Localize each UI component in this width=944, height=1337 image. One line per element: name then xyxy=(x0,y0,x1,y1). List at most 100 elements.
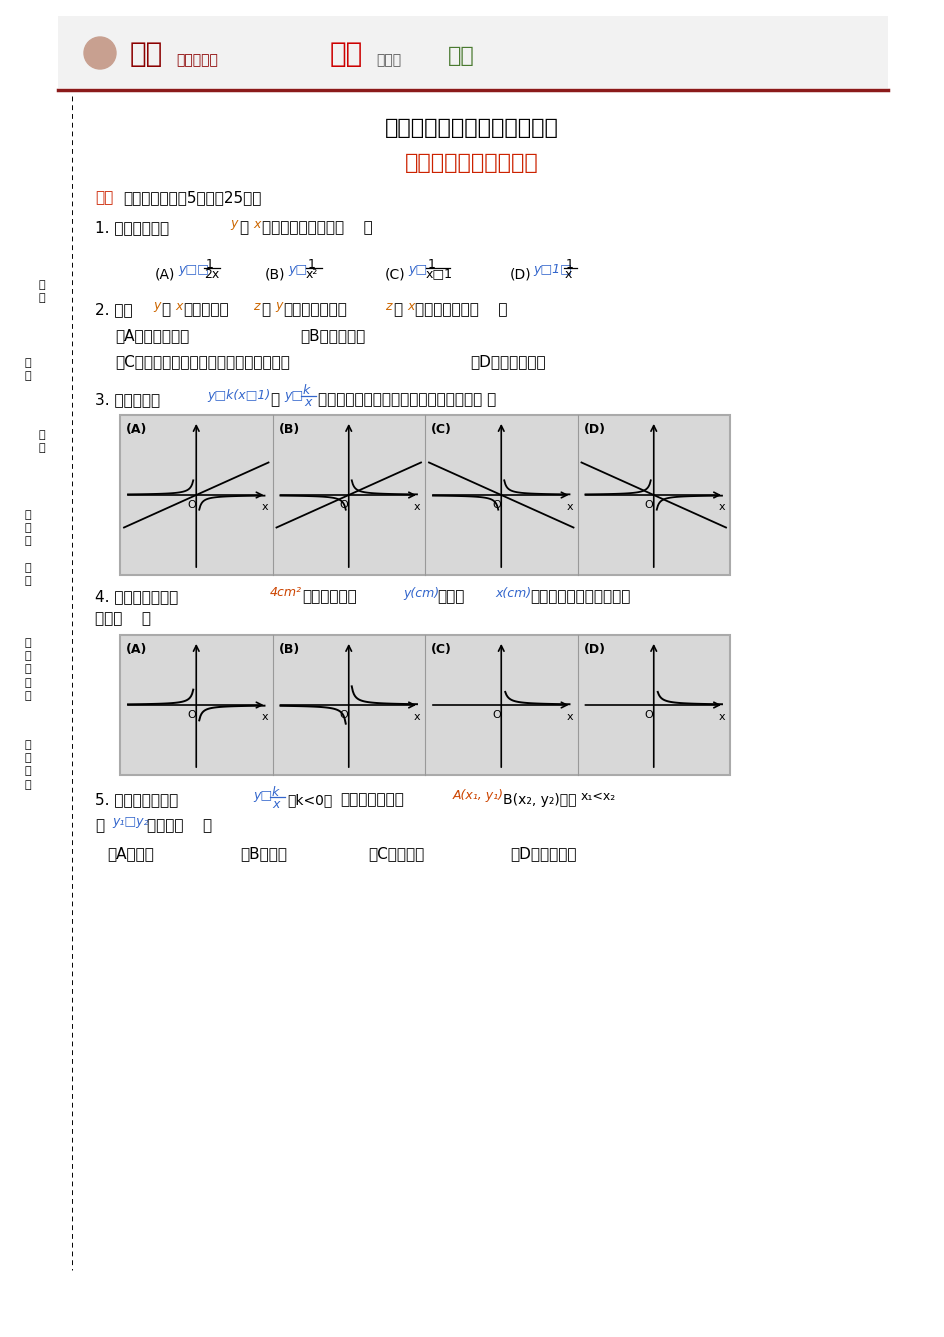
FancyBboxPatch shape xyxy=(120,635,729,775)
Text: x: x xyxy=(272,797,279,810)
Text: 5. 已知反比例函数: 5. 已知反比例函数 xyxy=(95,793,178,808)
Text: 号
编: 号 编 xyxy=(39,279,45,303)
Text: 八年级数学下册精品同步练习: 八年级数学下册精品同步练习 xyxy=(384,118,558,138)
Text: x: x xyxy=(565,713,572,722)
Text: O: O xyxy=(187,710,195,721)
Text: x: x xyxy=(718,713,725,722)
Text: 与: 与 xyxy=(393,302,402,317)
Text: （A）成正比例，: （A）成正比例， xyxy=(115,329,189,344)
Text: (D): (D) xyxy=(510,267,531,282)
Text: k: k xyxy=(272,786,279,798)
Text: (A): (A) xyxy=(126,643,147,655)
Text: 3. 如图，函数: 3. 如图，函数 xyxy=(95,393,160,408)
Text: 1. 下列函数中，: 1. 下列函数中， xyxy=(95,221,169,235)
Text: 级
班: 级 班 xyxy=(25,358,31,381)
Text: O: O xyxy=(492,710,500,721)
Circle shape xyxy=(84,37,116,70)
Text: 1: 1 xyxy=(428,258,435,270)
Text: （C）非正数: （C）非正数 xyxy=(367,846,424,861)
Text: x: x xyxy=(718,501,725,512)
Text: y□: y□ xyxy=(253,790,272,802)
Text: 成反比例，那么: 成反比例，那么 xyxy=(282,302,346,317)
Text: (D): (D) xyxy=(582,422,605,436)
Text: x: x xyxy=(413,501,420,512)
Text: 2x: 2x xyxy=(204,267,219,281)
Text: z: z xyxy=(253,299,260,313)
Text: 一、: 一、 xyxy=(95,190,113,206)
Text: （B）负数: （B）负数 xyxy=(240,846,287,861)
Text: 与: 与 xyxy=(160,302,170,317)
Text: (B): (B) xyxy=(264,267,285,282)
Text: O: O xyxy=(187,500,195,509)
Text: z: z xyxy=(384,299,391,313)
Text: x: x xyxy=(175,299,182,313)
Text: 反比例函数单元测试题: 反比例函数单元测试题 xyxy=(405,152,538,172)
Text: （k<0）: （k<0） xyxy=(287,793,332,808)
Text: x: x xyxy=(407,299,413,313)
Text: x₁<x₂: x₁<x₂ xyxy=(581,790,615,802)
Text: y□1□: y□1□ xyxy=(532,263,571,277)
Text: y□k(x□1): y□k(x□1) xyxy=(207,389,270,402)
Text: x: x xyxy=(565,267,572,281)
Text: x: x xyxy=(253,218,261,230)
Text: （B）成反比例: （B）成反比例 xyxy=(299,329,365,344)
Text: 则: 则 xyxy=(95,818,104,833)
Text: y□: y□ xyxy=(408,263,427,277)
Text: y: y xyxy=(275,299,282,313)
Text: 之间的函数关系图象大致: 之间的函数关系图象大致 xyxy=(530,590,630,604)
Text: 班
～
（

二
初: 班 ～ （ 二 初 xyxy=(25,509,31,586)
Text: (C): (C) xyxy=(384,267,405,282)
Text: 在同一坐标系中，图象只能是下图中的（ ）: 在同一坐标系中，图象只能是下图中的（ ） xyxy=(318,393,496,408)
Text: x: x xyxy=(261,501,268,512)
Text: 1: 1 xyxy=(308,258,315,270)
Text: x: x xyxy=(565,501,572,512)
Text: y: y xyxy=(229,218,237,230)
Text: O: O xyxy=(644,500,653,509)
Text: 与底边: 与底边 xyxy=(436,590,464,604)
Text: B(x₂, y₂)，且: B(x₂, y₂)，且 xyxy=(502,793,576,808)
Text: 4cm²: 4cm² xyxy=(270,587,302,599)
Text: (C): (C) xyxy=(430,643,451,655)
Text: A(x₁, y₁): A(x₁, y₁) xyxy=(452,790,503,802)
Text: 铺
陂
级
阶: 铺 陂 级 阶 xyxy=(25,739,31,790)
Text: 的图象上有两点: 的图象上有两点 xyxy=(340,793,403,808)
Text: y: y xyxy=(153,299,160,313)
Text: 选择题（每小题5分，共25分）: 选择题（每小题5分，共25分） xyxy=(123,190,261,206)
Text: k: k xyxy=(303,385,310,397)
Text: O: O xyxy=(340,500,348,509)
Text: 与: 与 xyxy=(261,302,270,317)
Text: 1: 1 xyxy=(206,258,213,270)
Text: 的值是（    ）: 的值是（ ） xyxy=(147,818,211,833)
Text: O: O xyxy=(644,710,653,721)
Text: 书屋: 书屋 xyxy=(447,45,474,66)
Text: (B): (B) xyxy=(278,422,299,436)
Text: 学
中
第
七
级: 学 中 第 七 级 xyxy=(25,638,31,701)
Text: O: O xyxy=(340,710,348,721)
Text: 4. 三角形的面积为: 4. 三角形的面积为 xyxy=(95,590,178,604)
Text: x²: x² xyxy=(306,267,318,281)
FancyBboxPatch shape xyxy=(58,16,887,88)
Text: x: x xyxy=(413,713,420,722)
Text: y(cm): y(cm) xyxy=(402,587,439,599)
Text: 应为（    ）: 应为（ ） xyxy=(95,611,151,627)
FancyBboxPatch shape xyxy=(120,414,729,575)
Text: 名
姓: 名 姓 xyxy=(39,431,45,453)
Text: x□1: x□1 xyxy=(426,267,452,281)
Text: y□: y□ xyxy=(288,263,307,277)
Text: （C）有可能成正比例，也有可能是反比例: （C）有可能成正比例，也有可能是反比例 xyxy=(115,354,290,369)
Text: 之间的关系是（    ）: 之间的关系是（ ） xyxy=(414,302,507,317)
Text: 进阶: 进阶 xyxy=(130,40,163,68)
Text: O: O xyxy=(492,500,500,509)
Text: 2. 已知: 2. 已知 xyxy=(95,302,132,317)
Text: x(cm): x(cm) xyxy=(495,587,531,599)
Text: （A）正数: （A）正数 xyxy=(107,846,154,861)
Text: x: x xyxy=(304,397,311,409)
Text: 幸遇: 幸遇 xyxy=(329,40,362,68)
Text: 1: 1 xyxy=(565,258,573,270)
Text: （D）无法确定．: （D）无法确定． xyxy=(469,354,545,369)
Text: (B): (B) xyxy=(278,643,299,655)
Text: (A): (A) xyxy=(155,267,176,282)
Text: 成正比例，: 成正比例， xyxy=(183,302,228,317)
Text: y□□: y□□ xyxy=(177,263,209,277)
Text: （D）不能确定: （D）不能确定 xyxy=(510,846,576,861)
